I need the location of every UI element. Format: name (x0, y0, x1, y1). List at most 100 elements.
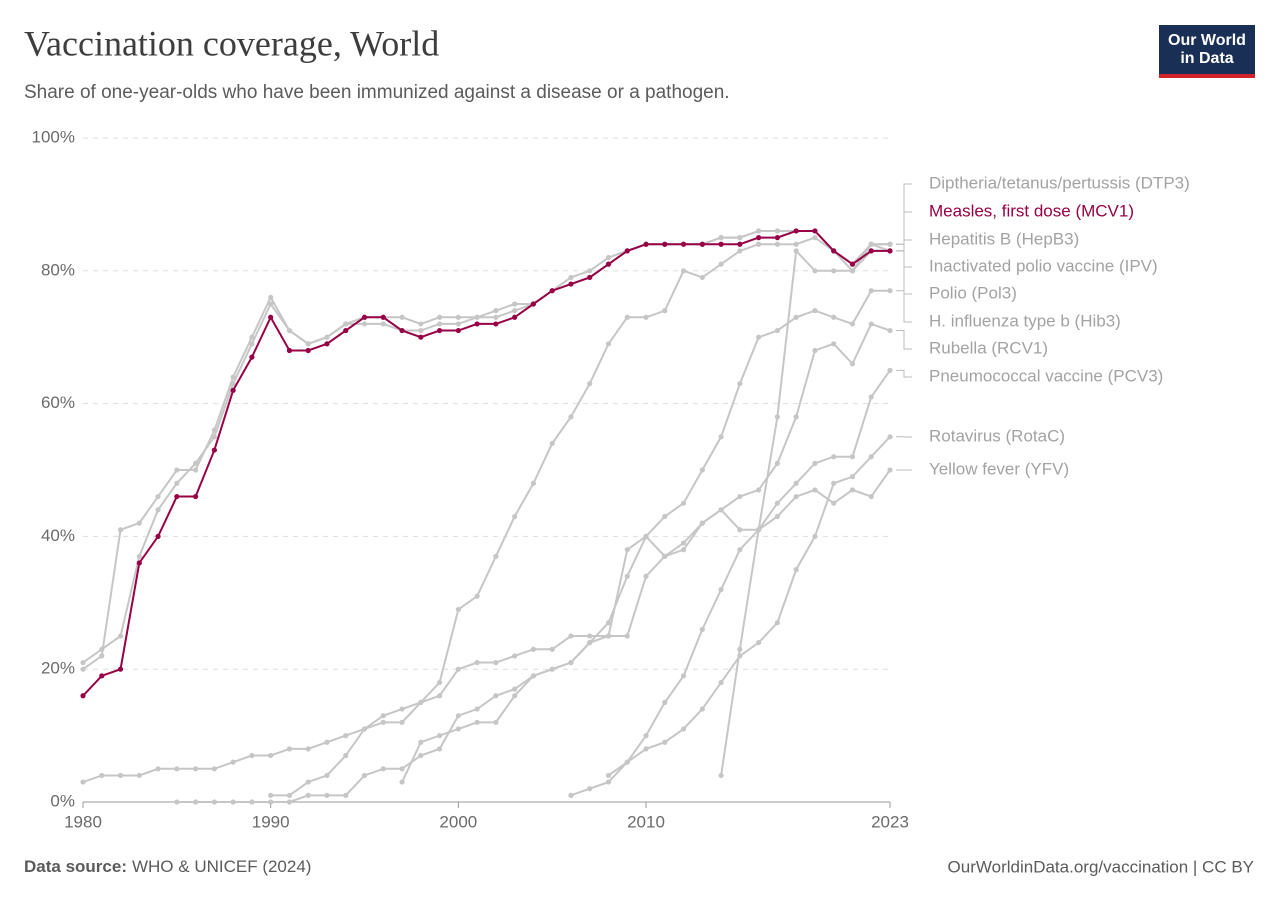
data-point (268, 294, 274, 300)
data-point (193, 766, 199, 772)
data-point (117, 772, 124, 779)
data-point (530, 646, 537, 652)
data-point (399, 314, 405, 320)
data-point (436, 327, 443, 334)
data-point (849, 454, 856, 460)
data-point (117, 527, 124, 533)
y-tick-label: 80% (41, 260, 75, 279)
legend-label: Yellow fever (YFV) (929, 459, 1069, 478)
data-point (305, 347, 311, 354)
data-point (361, 726, 368, 732)
y-tick-label: 20% (41, 659, 75, 678)
data-point (399, 327, 405, 334)
label-leader (896, 211, 912, 252)
data-point (268, 314, 274, 320)
data-point (418, 327, 424, 334)
data-point (155, 766, 161, 772)
data-point (455, 726, 461, 732)
data-point (737, 235, 743, 241)
data-point (887, 367, 893, 373)
data-point (211, 434, 217, 440)
data-point (305, 779, 311, 785)
data-point (831, 454, 837, 460)
data-point (737, 248, 743, 254)
data-point (512, 686, 518, 692)
data-point (230, 387, 236, 393)
data-point (605, 772, 612, 779)
data-point (493, 321, 499, 327)
data-point (286, 799, 293, 805)
data-point (756, 487, 762, 493)
data-point (512, 693, 518, 699)
data-point (436, 693, 443, 699)
data-point (793, 493, 799, 500)
data-point (680, 673, 687, 679)
data-point (268, 752, 274, 759)
data-point (831, 500, 837, 506)
data-point (774, 235, 780, 241)
data-point (286, 327, 293, 334)
data-point (436, 746, 443, 752)
data-point (474, 321, 480, 327)
data-point (80, 779, 86, 785)
data-point (718, 679, 724, 686)
x-tick-label: 2010 (627, 812, 665, 831)
data-point (155, 533, 161, 540)
data-point (136, 772, 142, 779)
data-point (455, 327, 461, 334)
logo[interactable]: Our World in Data (1159, 25, 1255, 78)
y-tick-label: 0% (50, 791, 75, 810)
data-point (793, 241, 799, 247)
data-point (399, 706, 405, 712)
data-point (493, 553, 499, 559)
series-line (82, 229, 890, 697)
data-point (117, 666, 124, 672)
data-point (99, 653, 105, 659)
label-leader (896, 330, 912, 350)
data-point (136, 520, 142, 526)
data-point (136, 560, 142, 566)
credit[interactable]: OurWorldinData.org/vaccination | CC BY (948, 857, 1254, 876)
data-point (324, 341, 330, 347)
data-point (568, 633, 574, 639)
data-point (343, 321, 349, 327)
data-point (493, 659, 499, 666)
data-point (361, 314, 368, 320)
label-leader (896, 290, 912, 323)
data-point (774, 327, 780, 334)
data-point (812, 235, 818, 241)
data-point (643, 314, 649, 320)
data-point (99, 646, 105, 652)
data-point (99, 673, 105, 679)
data-point (418, 334, 424, 340)
data-point (399, 779, 405, 785)
data-point (249, 752, 255, 759)
data-point (812, 460, 818, 466)
logo-stripe (1159, 74, 1255, 78)
data-point (774, 500, 780, 506)
data-point (380, 766, 386, 772)
data-point (793, 480, 799, 486)
legend-label: Pneumococcal vaccine (PCV3) (929, 366, 1163, 385)
data-point (605, 341, 612, 347)
x-tick-label: 1990 (252, 812, 290, 831)
data-point (455, 713, 461, 719)
data-point (211, 447, 217, 453)
data-point (812, 228, 818, 234)
data-point (587, 268, 593, 274)
data-point (343, 752, 349, 759)
data-point (380, 314, 386, 320)
data-point (868, 321, 874, 327)
data-point (474, 659, 480, 666)
data-point (249, 334, 255, 340)
data-point (699, 706, 705, 712)
data-point (174, 799, 180, 805)
data-point (193, 493, 199, 500)
data-point (474, 314, 480, 320)
data-point (718, 261, 724, 267)
data-point (193, 460, 199, 466)
data-point (718, 586, 724, 593)
data-point (887, 434, 893, 440)
data-point (493, 314, 499, 320)
data-point (662, 241, 668, 247)
